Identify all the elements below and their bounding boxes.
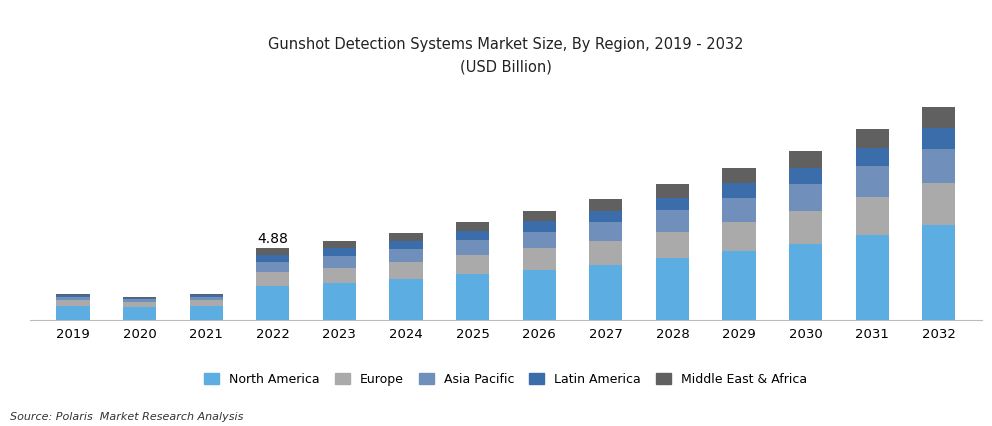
Bar	[456, 240, 489, 255]
Bar	[722, 251, 756, 320]
Bar	[523, 211, 556, 222]
Bar	[123, 302, 157, 307]
Bar	[855, 235, 889, 320]
Bar	[855, 167, 889, 197]
Bar	[256, 248, 290, 255]
Bar	[456, 274, 489, 320]
Bar	[57, 305, 89, 320]
Bar	[722, 183, 756, 198]
Bar	[390, 241, 423, 249]
Bar	[523, 232, 556, 248]
Bar	[855, 148, 889, 167]
Bar	[722, 198, 756, 222]
Bar	[390, 233, 423, 241]
Bar	[189, 297, 223, 300]
Bar	[57, 300, 89, 305]
Bar	[57, 296, 89, 297]
Bar	[390, 249, 423, 262]
Bar	[523, 248, 556, 270]
Bar	[789, 151, 822, 168]
Bar	[189, 300, 223, 305]
Bar	[789, 211, 822, 244]
Bar	[189, 296, 223, 297]
Bar	[123, 296, 157, 298]
Bar	[589, 222, 622, 241]
Bar	[855, 197, 889, 235]
Bar	[123, 298, 157, 299]
Bar	[923, 183, 955, 225]
Bar	[256, 262, 290, 272]
Bar	[656, 198, 689, 210]
Bar	[789, 244, 822, 320]
Bar	[589, 265, 622, 320]
Bar	[855, 129, 889, 148]
Bar	[589, 199, 622, 211]
Bar	[322, 241, 356, 248]
Bar	[923, 107, 955, 128]
Bar	[722, 222, 756, 251]
Bar	[523, 222, 556, 232]
Bar	[656, 258, 689, 320]
Bar	[456, 255, 489, 274]
Bar	[256, 255, 290, 262]
Bar	[923, 128, 955, 149]
Bar	[523, 270, 556, 320]
Bar	[322, 283, 356, 320]
Bar	[390, 279, 423, 320]
Bar	[789, 168, 822, 184]
Bar	[656, 210, 689, 232]
Bar	[189, 294, 223, 296]
Bar	[322, 248, 356, 256]
Bar	[656, 232, 689, 258]
Bar	[57, 297, 89, 300]
Bar	[656, 184, 689, 198]
Bar	[322, 268, 356, 283]
Bar	[923, 225, 955, 320]
Bar	[789, 184, 822, 211]
Bar	[589, 211, 622, 222]
Bar	[123, 307, 157, 320]
Bar	[57, 294, 89, 296]
Bar	[589, 241, 622, 265]
Title: Gunshot Detection Systems Market Size, By Region, 2019 - 2032
(USD Billion): Gunshot Detection Systems Market Size, B…	[268, 37, 744, 74]
Bar	[322, 256, 356, 268]
Bar	[456, 231, 489, 240]
Bar	[189, 305, 223, 320]
Legend: North America, Europe, Asia Pacific, Latin America, Middle East & Africa: North America, Europe, Asia Pacific, Lat…	[199, 368, 812, 391]
Bar	[256, 286, 290, 320]
Bar	[123, 299, 157, 302]
Bar	[722, 168, 756, 183]
Bar	[390, 262, 423, 279]
Bar	[256, 272, 290, 286]
Bar	[456, 222, 489, 231]
Bar	[923, 149, 955, 183]
Text: Source: Polaris  Market Research Analysis: Source: Polaris Market Research Analysis	[10, 412, 243, 422]
Text: 4.88: 4.88	[257, 232, 289, 246]
